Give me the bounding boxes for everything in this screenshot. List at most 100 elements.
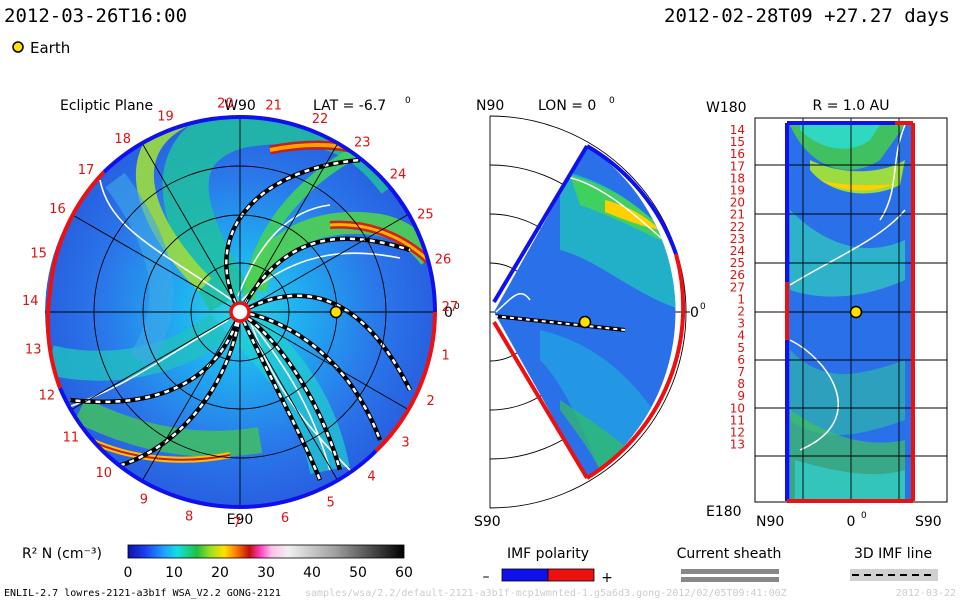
ecliptic-right-label: 0 — [444, 305, 453, 321]
colorbar-tick: 30 — [257, 565, 275, 581]
meridional-lon-label: LON = 0 — [538, 98, 596, 114]
radial-row-label: 3 — [737, 317, 745, 331]
radial-row-label: 11 — [730, 413, 745, 427]
colorbar-ticks: 0 10 20 30 40 50 60 — [124, 565, 413, 581]
sun-icon — [229, 301, 251, 323]
imf-line-title: 3D IMF line — [854, 546, 932, 562]
radial-top-left-label: W180 — [706, 100, 747, 116]
colorbar-label: R² N (cm⁻³) — [22, 546, 102, 562]
colorbar: R² N (cm⁻³) 0 10 20 30 40 50 60 — [22, 544, 413, 581]
radial-shell-panel: W180 R = 1.0 AU E180 N90 0 0 S90 1415161… — [706, 98, 948, 530]
radial-row-label: 6 — [737, 353, 745, 367]
ecliptic-bottom-label: E90 — [227, 512, 254, 528]
current-sheath-swatch-top — [681, 569, 779, 574]
rotation-label: 15 — [30, 247, 47, 262]
ecliptic-lat-degree: 0 — [405, 96, 411, 106]
imf-positive-swatch — [547, 568, 595, 582]
radial-row-label: 16 — [730, 147, 745, 161]
radial-row-label: 19 — [730, 184, 745, 198]
earth-marker-radial — [849, 305, 863, 319]
reference-time: 2012-02-28T09 +27.27 days — [664, 5, 950, 27]
radial-row-label: 14 — [730, 123, 745, 137]
radial-row-label: 4 — [737, 329, 745, 343]
radial-row-label: 12 — [730, 426, 745, 440]
meridional-lon-degree: 0 — [609, 96, 615, 106]
radial-axis-n90: N90 — [756, 514, 784, 530]
radial-row-label: 15 — [730, 135, 745, 149]
carrington-rotation-labels: 20 21222324252627123456789101112131415161… — [22, 97, 458, 532]
meridional-right-label: 0 — [690, 305, 699, 321]
imf-polarity-minus: – — [483, 569, 490, 585]
rotation-label: 18 — [114, 132, 131, 147]
model-credit: ENLIL-2.7 lowres-2121-a3b1f WSA_V2.2 GON… — [4, 588, 281, 599]
radial-row-label: 27 — [730, 280, 745, 294]
radial-axis-zero-degree: 0 — [861, 511, 867, 521]
colorbar-gradient — [127, 544, 405, 559]
run-identifier: samples/wsa/2.2/default-2121-a3b1f-mcp1w… — [305, 588, 787, 599]
radial-row-label: 17 — [730, 159, 745, 173]
radial-row-label: 10 — [730, 401, 745, 415]
imf-negative-swatch — [501, 568, 549, 582]
colorbar-tick: 0 — [124, 565, 133, 581]
radial-row-label: 18 — [730, 171, 745, 185]
rotation-label: 3 — [401, 435, 409, 450]
radial-row-label: 5 — [737, 341, 745, 355]
rotation-label: 19 — [157, 110, 174, 125]
rotation-label: 20 — [217, 97, 234, 112]
rotation-label: 16 — [49, 202, 66, 217]
earth-marker-meridional — [578, 315, 592, 329]
radial-axis-s90: S90 — [915, 514, 942, 530]
current-sheath-legend: Current sheath — [677, 546, 781, 582]
rotation-label: 26 — [435, 252, 452, 267]
rotation-label: 22 — [312, 112, 329, 127]
ecliptic-top-label: W90 — [224, 98, 256, 114]
rotation-label: 25 — [417, 207, 434, 222]
rotation-label: 17 — [78, 163, 95, 178]
radial-title: R = 1.0 AU — [813, 98, 890, 114]
radial-row-label: 9 — [737, 389, 745, 403]
colorbar-tick: 10 — [165, 565, 183, 581]
ecliptic-title: Ecliptic Plane — [60, 98, 153, 114]
rotation-label: 6 — [281, 511, 289, 526]
earth-marker-ecliptic — [329, 305, 343, 319]
radial-row-label: 25 — [730, 256, 745, 270]
colorbar-tick: 40 — [303, 565, 321, 581]
radial-axis-zero: 0 — [847, 514, 856, 530]
meridional-bottom-label: S90 — [474, 514, 501, 530]
colorbar-tick: 50 — [349, 565, 367, 581]
radial-row-label: 7 — [737, 365, 745, 379]
rotation-label: 12 — [39, 389, 56, 404]
rotation-label: 1 — [442, 348, 450, 363]
colorbar-tick: 60 — [395, 565, 413, 581]
rotation-label: 14 — [22, 294, 39, 309]
radial-row-label: 21 — [730, 208, 745, 222]
meridional-right-degree: 0 — [700, 302, 706, 312]
rotation-label: 4 — [367, 470, 375, 485]
rotation-label: 2 — [426, 394, 434, 409]
radial-rotation-labels: 1415161718192021222324252627123456789101… — [730, 123, 745, 452]
radial-row-label: 26 — [730, 268, 745, 282]
earth-legend-icon — [12, 41, 24, 53]
imf-polarity-legend: IMF polarity – + — [483, 546, 613, 586]
rotation-label: 5 — [327, 495, 335, 510]
radial-bottom-left-label: E180 — [706, 504, 742, 520]
radial-row-label: 24 — [730, 244, 745, 258]
radial-row-label: 20 — [730, 196, 745, 210]
rotation-label: 23 — [354, 135, 371, 150]
radial-row-label: 22 — [730, 220, 745, 234]
meridional-plane-panel: N90 LON = 0 0 S90 0 0 — [474, 96, 706, 530]
current-sheath-swatch-bottom — [681, 577, 779, 582]
rotation-label: 11 — [63, 431, 80, 446]
ecliptic-right-degree: 0 — [454, 302, 460, 312]
rotation-label: 27 — [442, 300, 459, 315]
rotation-label: 24 — [390, 168, 407, 183]
footer-date: 2012-03-22 — [896, 588, 956, 599]
rotation-label: 7 — [233, 516, 241, 531]
radial-row-label: 23 — [730, 232, 745, 246]
imf-polarity-title: IMF polarity — [507, 546, 589, 562]
rotation-label: 9 — [140, 493, 148, 508]
radial-row-label: 13 — [730, 438, 745, 452]
imf-line-legend: 3D IMF line — [850, 546, 938, 581]
colorbar-tick: 20 — [211, 565, 229, 581]
rotation-label: 10 — [96, 466, 113, 481]
